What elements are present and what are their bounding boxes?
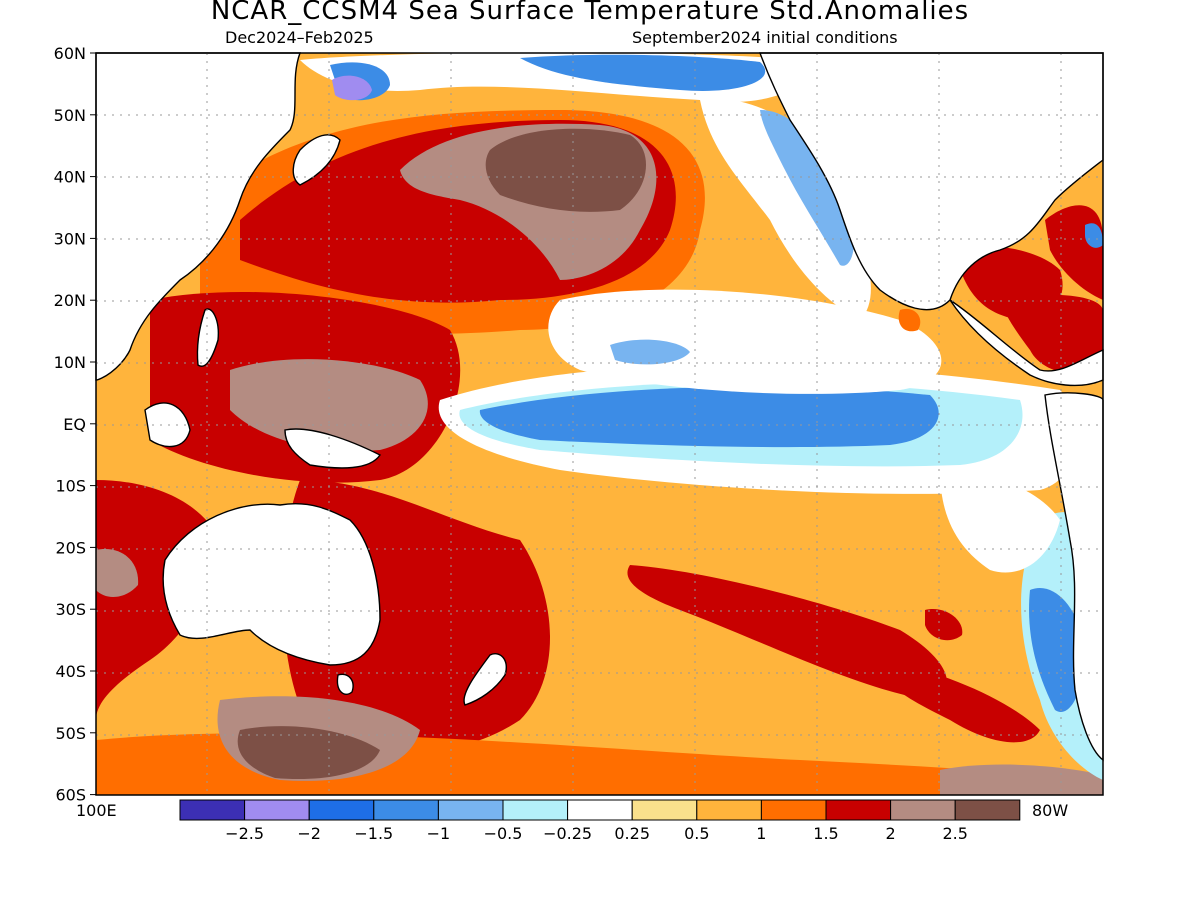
latitude-label: 50S	[55, 724, 86, 743]
latitude-label: 60N	[54, 44, 86, 63]
latitude-label: 10N	[54, 353, 86, 372]
latitude-label: 40S	[55, 662, 86, 681]
latitude-label: 50N	[54, 106, 86, 125]
longitude-label-left: 100E	[76, 801, 117, 820]
latitude-label: 60S	[55, 786, 86, 805]
latitude-axis: 60N 50N 40N 30N 20N 10N EQ 10S 20S 30S 40S 50S 60S	[54, 44, 96, 805]
longitude-label-right: 80W	[1032, 801, 1069, 820]
landmasses	[95, 52, 1104, 762]
latitude-label: EQ	[63, 415, 86, 434]
forecast-period: Dec2024–Feb2025	[225, 28, 374, 47]
initial-conditions: September2024 initial conditions	[632, 28, 898, 47]
latitude-label: 20S	[55, 538, 86, 557]
latitude-label: 20N	[54, 291, 86, 310]
latitude-label: 10S	[55, 477, 86, 496]
latitude-label: 40N	[54, 168, 86, 187]
latitude-label: 30N	[54, 229, 86, 248]
map-title: NCAR_CCSM4 Sea Surface Temperature Std.A…	[210, 0, 970, 26]
latitude-label: 30S	[55, 600, 86, 619]
